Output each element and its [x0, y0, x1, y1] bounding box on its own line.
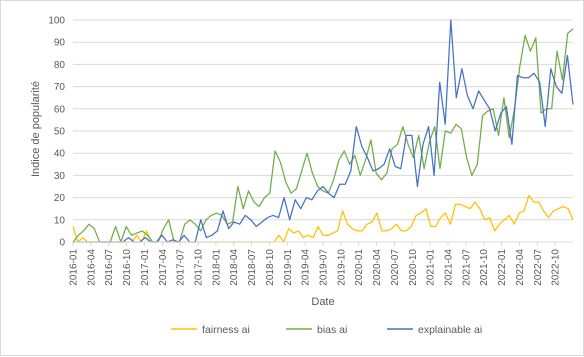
x-tick-label: 2019-04	[301, 249, 312, 286]
x-tick-label: 2020-07	[390, 249, 401, 286]
y-tick-label: 70	[54, 82, 66, 93]
x-tick-label: 2022-01	[497, 249, 508, 286]
gridlines	[73, 19, 573, 221]
x-tick-label: 2021-04	[444, 249, 455, 286]
y-tick-label: 0	[59, 238, 65, 249]
x-tick-label: 2021-07	[461, 249, 472, 286]
y-tick-label: 60	[54, 104, 66, 115]
y-axis-title: Indice de popularité	[30, 81, 42, 177]
legend: fairness ai bias ai explainable ai	[171, 324, 482, 336]
y-tick-label: 90	[54, 38, 66, 49]
x-tick-label: 2016-04	[86, 249, 97, 286]
y-tick-label: 20	[54, 193, 66, 204]
x-tick-label: 2021-01	[426, 249, 437, 286]
y-tick-label: 30	[54, 171, 66, 182]
x-tick-label: 2017-04	[158, 249, 169, 286]
series-line-bias-ai	[72, 28, 574, 243]
y-tick-label: 100	[48, 16, 65, 27]
x-tick-labels: 2016-01 2016-04 2016-07 2016-10 2017-01 2017-…	[69, 242, 562, 286]
x-axis-title: Date	[311, 296, 334, 308]
x-tick-label: 2018-04	[229, 249, 240, 286]
x-tick-label: 2016-07	[104, 249, 115, 286]
x-tick-label: 2019-07	[319, 249, 330, 286]
y-tick-label: 80	[54, 60, 66, 71]
x-tick-label: 2018-01	[211, 249, 222, 286]
x-tick-label: 2016-10	[122, 249, 133, 286]
x-tick-label: 2016-01	[69, 249, 80, 286]
legend-label: explainable ai	[418, 324, 482, 336]
x-tick-label: 2017-07	[176, 249, 187, 286]
legend-label: bias ai	[317, 324, 347, 336]
x-tick-label: 2018-07	[247, 249, 258, 286]
y-tick-label: 50	[54, 127, 66, 138]
legend-label: fairness ai	[202, 324, 250, 336]
x-tick-label: 2022-04	[515, 249, 526, 286]
x-tick-label: 2021-10	[479, 249, 490, 286]
x-tick-label: 2019-10	[336, 249, 347, 286]
y-tick-labels: 0 10 20 30 40 50 60 70 80 90 100	[48, 16, 65, 249]
y-tick-label: 40	[54, 149, 66, 160]
x-tick-label: 2020-04	[372, 249, 383, 286]
y-tick-label: 10	[54, 215, 66, 226]
x-tick-label: 2022-10	[551, 249, 562, 286]
x-tick-label: 2020-01	[354, 249, 365, 286]
x-tick-label: 2019-01	[283, 249, 294, 286]
x-tick-label: 2017-10	[194, 249, 205, 286]
x-tick-label: 2018-10	[265, 249, 276, 286]
x-tick-label: 2017-01	[140, 249, 151, 286]
x-tick-label: 2020-10	[408, 249, 419, 286]
x-tick-label: 2022-07	[533, 249, 544, 286]
